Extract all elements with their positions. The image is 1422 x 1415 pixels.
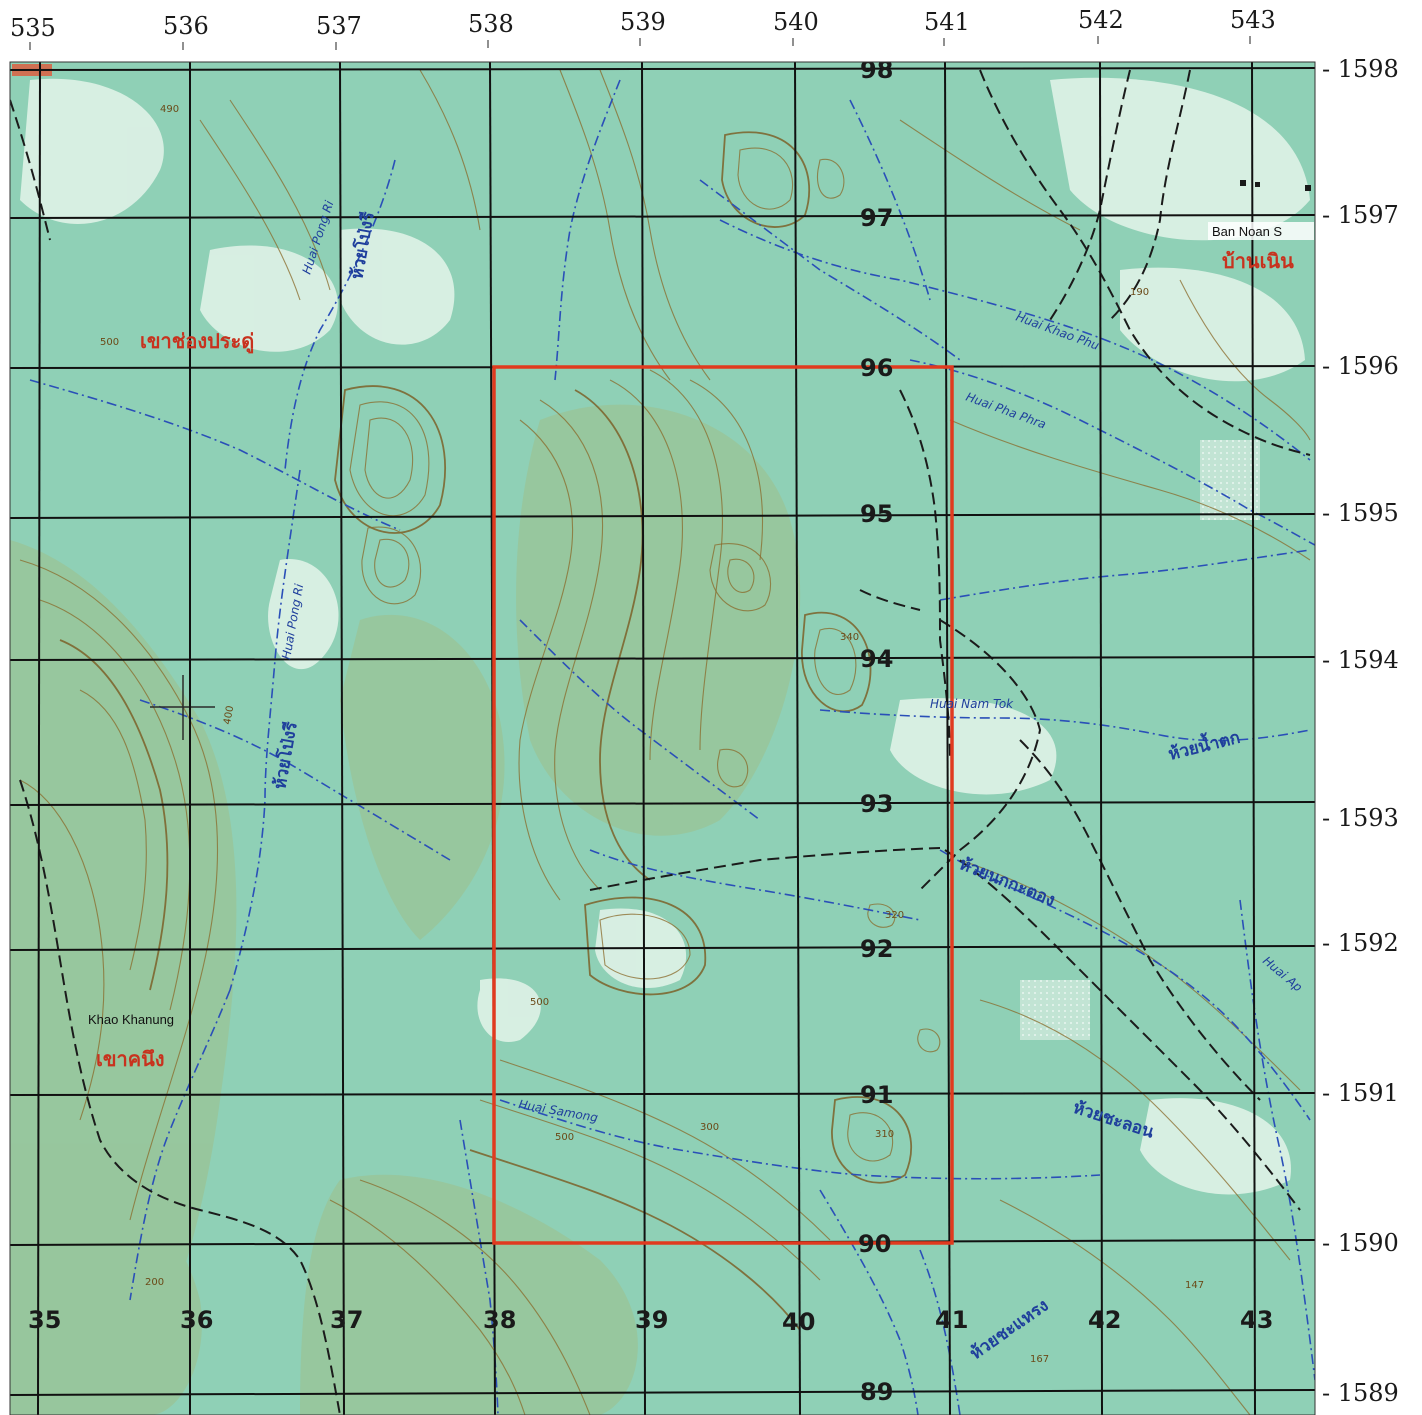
svg-text:500: 500 [555, 1132, 574, 1143]
svg-text:167: 167 [1030, 1354, 1049, 1365]
stream-huai-nam-tok-en: Huai Nam Tok [930, 697, 1014, 711]
northing-label: - 1592 [1322, 929, 1399, 957]
northing-label: - 1593 [1322, 804, 1399, 832]
svg-text:310: 310 [875, 1129, 894, 1140]
northing-label: - 1595 [1322, 499, 1399, 527]
place-label-bg [1208, 222, 1314, 240]
clearings [20, 77, 1310, 1195]
svg-text:500: 500 [100, 337, 119, 348]
inner-northing-label: 89 [860, 1378, 893, 1406]
northing-label: - 1591 [1322, 1079, 1399, 1107]
place-ban-noan-th: บ้านเนิน [1222, 249, 1294, 273]
inner-easting-label: 39 [635, 1306, 668, 1334]
inner-easting-label: 38 [483, 1306, 516, 1334]
easting-label: 535 [10, 14, 56, 42]
place-khao-khanung-th: เขาคนึง [96, 1047, 165, 1071]
building-icon [1240, 180, 1311, 191]
northing-label: - 1594 [1322, 646, 1399, 674]
spot-heights: 490 500 400 500 300 320 500 200 190 147 … [100, 104, 1204, 1365]
inner-northing-label: 90 [858, 1230, 891, 1258]
inner-easting-label: 43 [1240, 1306, 1273, 1334]
easting-label: 543 [1230, 6, 1276, 34]
map-neatline [9, 61, 1316, 1415]
study-area-boundary [492, 365, 954, 1245]
inner-easting-label: 35 [28, 1306, 61, 1334]
easting-label: 542 [1078, 6, 1124, 34]
top-easting-ticks [29, 36, 1251, 50]
svg-text:340: 340 [840, 632, 859, 643]
inner-northing-label: 92 [860, 935, 893, 963]
place-khao-khanung-en: Khao Khanung [88, 1012, 174, 1027]
inner-easting-labels: 35 36 37 38 39 40 41 42 43 [28, 1306, 1273, 1336]
contour-lines [19, 69, 1311, 1415]
northing-label: - 1590 [1322, 1229, 1399, 1257]
inner-northing-label: 91 [860, 1081, 893, 1109]
inner-easting-label: 42 [1088, 1306, 1121, 1334]
northing-label: - 1589 [1322, 1379, 1399, 1407]
inner-northing-labels: 98 97 96 95 94 93 92 91 90 89 [858, 56, 893, 1406]
inner-northing-label: 94 [860, 645, 893, 673]
trails [10, 69, 1311, 1415]
svg-text:200: 200 [145, 1277, 164, 1288]
top-easting-labels: 535 536 537 538 539 540 541 542 543 [10, 6, 1276, 42]
easting-label: 541 [924, 8, 970, 36]
inner-northing-label: 98 [860, 56, 893, 84]
svg-text:300: 300 [700, 1122, 719, 1133]
easting-label: 537 [316, 12, 362, 40]
easting-label: 540 [773, 8, 819, 36]
northing-label: - 1597 [1322, 201, 1399, 229]
svg-text:190: 190 [1130, 287, 1149, 298]
inner-northing-label: 93 [860, 790, 893, 818]
northing-label: - 1596 [1322, 352, 1399, 380]
easting-label: 539 [620, 8, 666, 36]
inner-easting-label: 37 [330, 1306, 363, 1334]
place-ban-noan-en: Ban Noan S [1212, 224, 1282, 239]
svg-text:400: 400 [222, 705, 236, 726]
inner-easting-label: 36 [180, 1306, 213, 1334]
right-northing-labels: - 1598 - 1597 - 1596 - 1595 - 1594 - 159… [1322, 55, 1399, 1407]
inner-northing-label: 95 [860, 500, 893, 528]
svg-text:490: 490 [160, 104, 179, 115]
inner-easting-label: 41 [935, 1306, 968, 1334]
svg-text:320: 320 [885, 910, 904, 921]
svg-text:500: 500 [530, 997, 549, 1008]
inner-northing-label: 96 [860, 354, 893, 382]
highland-shading [10, 404, 801, 1415]
streams [29, 79, 1315, 1415]
survey-cross-icon [150, 675, 215, 740]
orchard-area [1200, 440, 1260, 520]
inner-easting-label: 40 [782, 1308, 815, 1336]
easting-label: 536 [163, 12, 209, 40]
northing-label: - 1598 [1322, 55, 1399, 83]
inner-northing-label: 97 [860, 204, 893, 232]
svg-text:147: 147 [1185, 1280, 1204, 1291]
place-nw-hill-th: เขาช่องประดู่ [140, 329, 254, 355]
easting-label: 538 [468, 10, 514, 38]
